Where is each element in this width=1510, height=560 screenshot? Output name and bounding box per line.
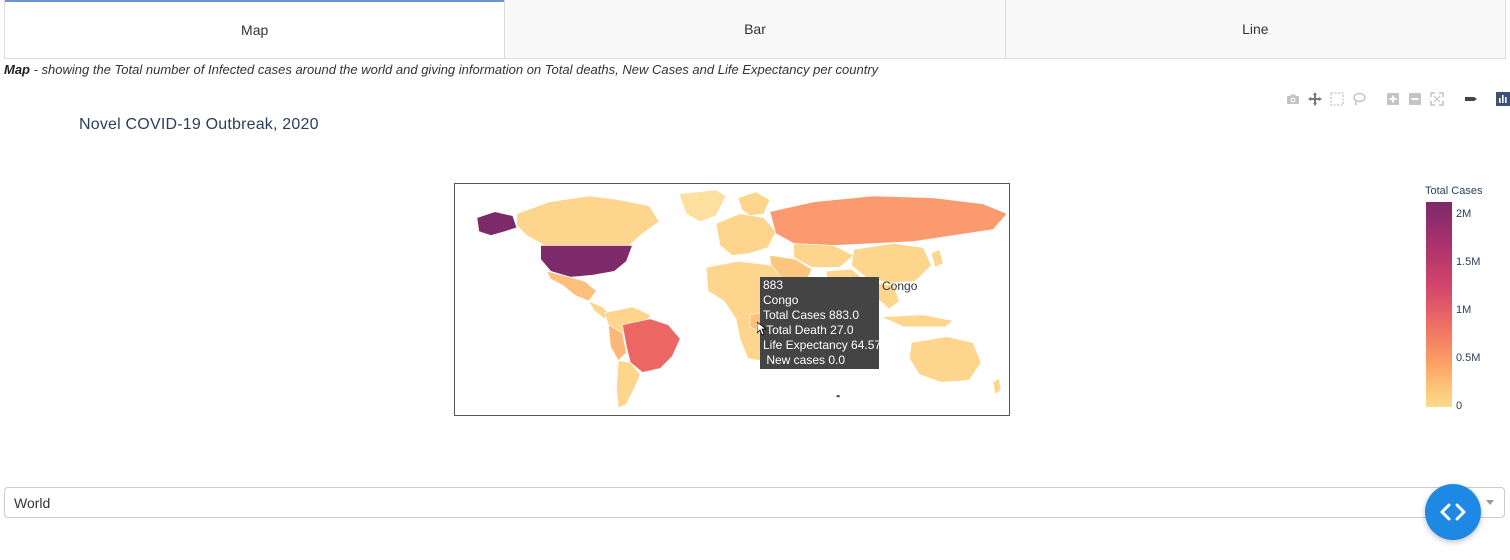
region-indonesia (881, 314, 954, 328)
region-dropdown[interactable]: World (4, 487, 1505, 518)
tooltip-line-new-cases: New cases 0.0 (763, 353, 846, 367)
colorbar-title: Total Cases (1425, 185, 1483, 197)
country-japan (930, 249, 944, 268)
description-text: - showing the Total number of Infected c… (30, 62, 879, 77)
tab-line-chart[interactable]: Line (1004, 0, 1505, 58)
country-new-zealand (992, 377, 1002, 395)
region-europe (715, 213, 777, 256)
world-map-svg[interactable] (455, 184, 1009, 415)
tab-bar-label: Bar (744, 21, 766, 37)
world-map[interactable] (454, 183, 1010, 416)
colorbar-tick-2m: 2M (1456, 208, 1472, 220)
colorbar-tick-0-5m: 0.5M (1456, 352, 1481, 364)
reset-view-icon[interactable] (1429, 91, 1445, 107)
colorbar (1426, 202, 1452, 407)
tab-bar: Map Bar Line (4, 0, 1506, 59)
plotly-logo-icon[interactable] (1495, 91, 1510, 107)
tooltip-line-value: 883 (763, 278, 784, 292)
region-central-asia (793, 243, 855, 268)
tab-bar-chart[interactable]: Bar (504, 0, 1005, 58)
pan-icon[interactable] (1307, 91, 1323, 107)
small-island (836, 395, 840, 398)
mouse-cursor-icon (757, 322, 767, 336)
description-bold: Map (4, 62, 30, 77)
colorbar-tick-1-5m: 1.5M (1456, 256, 1481, 268)
tooltip-line-total-cases: Total Cases 883.0 (763, 308, 860, 322)
map-description: Map - showing the Total number of Infect… (4, 62, 878, 77)
plot-modebar (1285, 90, 1510, 108)
box-select-icon[interactable] (1329, 91, 1345, 107)
code-toggle-button[interactable] (1425, 484, 1481, 540)
tooltip-trace-label: Congo (882, 279, 918, 293)
tab-map-label: Map (241, 22, 269, 38)
toggle-spikelines-icon[interactable] (1463, 91, 1479, 107)
tooltip-line-total-death: Total Death 27.0 (763, 323, 854, 337)
country-canada (516, 195, 660, 246)
region-dropdown-value: World (14, 494, 51, 511)
tab-line-label: Line (1242, 21, 1269, 37)
country-alaska (476, 211, 518, 236)
country-usa (540, 245, 633, 278)
country-peru (608, 324, 627, 361)
zoom-out-icon[interactable] (1407, 91, 1423, 107)
region-scandinavia (737, 191, 771, 217)
colorbar-tick-0: 0 (1456, 400, 1463, 412)
country-australia (909, 336, 982, 383)
colorbar-tick-1m: 1M (1456, 304, 1472, 316)
code-brackets-icon (1440, 503, 1466, 521)
country-russia (769, 195, 1008, 246)
tooltip-line-life-expectancy: Life Expectancy 64.57 (763, 338, 882, 352)
country-brazil (622, 318, 681, 373)
chart-title: Novel COVID-19 Outbreak, 2020 (79, 116, 319, 133)
chevron-down-icon[interactable] (1486, 500, 1494, 505)
country-argentina (616, 360, 641, 409)
hover-tooltip: 883 Congo Total Cases 883.0 Total Death … (760, 277, 882, 369)
zoom-in-icon[interactable] (1385, 91, 1401, 107)
tooltip-line-country: Congo (763, 293, 799, 307)
lasso-icon[interactable] (1351, 91, 1367, 107)
country-china (851, 243, 932, 284)
tab-map[interactable]: Map (5, 0, 505, 58)
country-greenland (678, 189, 727, 223)
camera-icon[interactable] (1285, 91, 1301, 107)
